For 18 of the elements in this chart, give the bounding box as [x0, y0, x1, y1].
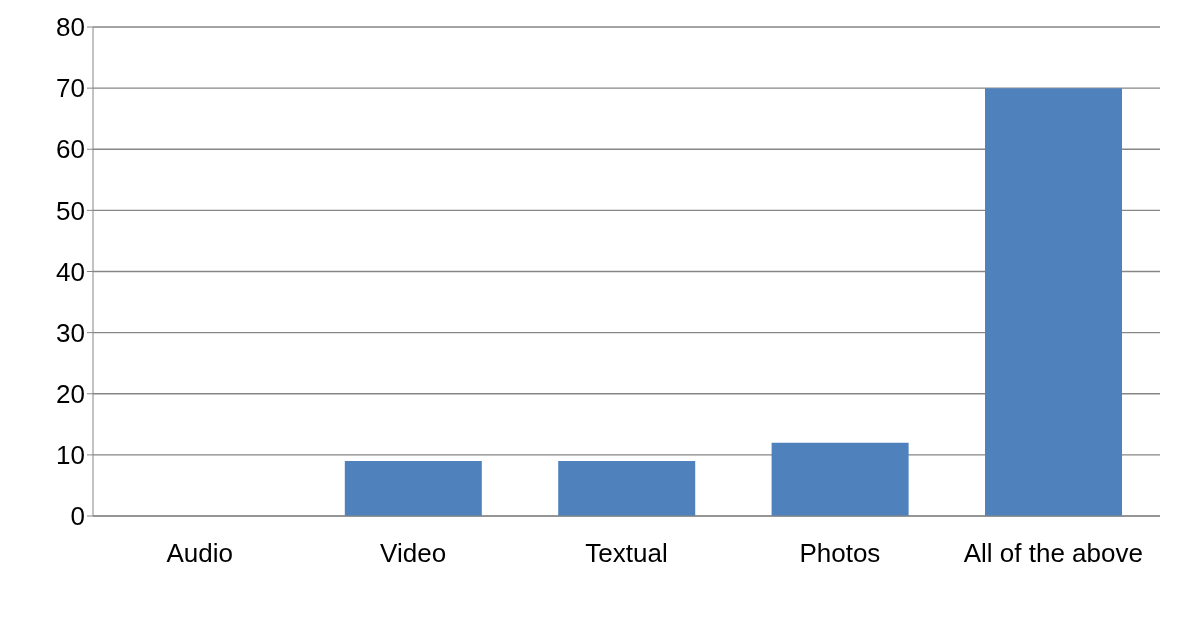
y-tick-label: 30: [56, 317, 85, 348]
bar: [985, 88, 1123, 516]
y-tick-label: 60: [56, 134, 85, 165]
x-tick-label: All of the above: [963, 538, 1143, 569]
bar: [771, 442, 909, 516]
x-tick-label: Video: [380, 538, 447, 569]
y-tick-label: 50: [56, 195, 85, 226]
x-tick-label: Photos: [799, 538, 881, 569]
x-tick-label: Audio: [166, 538, 233, 569]
y-tick-label: 20: [56, 378, 85, 409]
y-tick-label: 10: [56, 440, 85, 471]
y-tick-label: 40: [56, 256, 85, 287]
y-tick-label: 0: [70, 501, 85, 532]
bar: [558, 460, 696, 516]
x-tick-label: Textual: [585, 538, 668, 569]
y-tick-label: 80: [56, 12, 85, 43]
y-tick-label: 70: [56, 73, 85, 104]
bar: [344, 460, 482, 516]
